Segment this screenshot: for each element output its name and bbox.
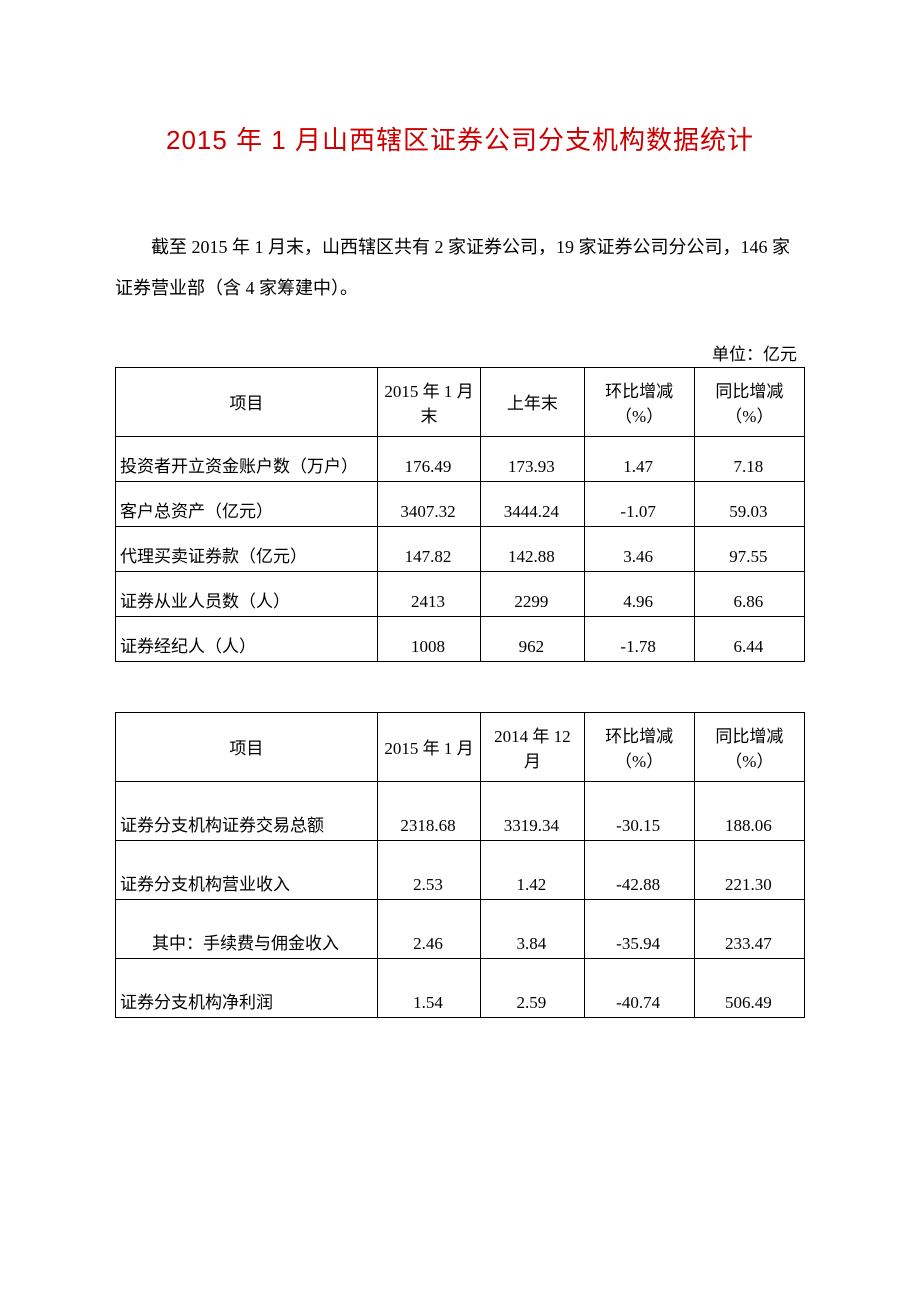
th-col4: 同比增减（%） [694, 712, 804, 781]
table-row: 证券经纪人（人）1008962-1.786.44 [116, 616, 805, 661]
cell-v4: 97.55 [694, 526, 804, 571]
row-label: 证券分支机构营业收入 [116, 840, 378, 899]
cell-v3: -30.15 [584, 781, 694, 840]
cell-v3: -1.07 [584, 481, 694, 526]
cell-v2: 2299 [481, 571, 584, 616]
cell-v4: 188.06 [694, 781, 804, 840]
th-col2: 2014 年 12 月 [481, 712, 584, 781]
cell-v2: 2.59 [481, 958, 584, 1017]
cell-v1: 2318.68 [377, 781, 480, 840]
cell-v4: 221.30 [694, 840, 804, 899]
th-col4: 同比增减（%） [694, 367, 804, 436]
table-row: 客户总资产（亿元）3407.323444.24-1.0759.03 [116, 481, 805, 526]
th-col1: 2015 年 1 月 [377, 712, 480, 781]
row-label: 代理买卖证券款（亿元） [116, 526, 378, 571]
table-balance: 项目 2015 年 1 月末 上年末 环比增减（%） 同比增减（%） 投资者开立… [115, 367, 805, 662]
cell-v1: 176.49 [377, 436, 480, 481]
cell-v4: 233.47 [694, 899, 804, 958]
cell-v2: 3319.34 [481, 781, 584, 840]
row-label: 证券分支机构证券交易总额 [116, 781, 378, 840]
table1-body: 投资者开立资金账户数（万户）176.49173.931.477.18客户总资产（… [116, 436, 805, 661]
cell-v2: 173.93 [481, 436, 584, 481]
intro-paragraph: 截至 2015 年 1 月末，山西辖区共有 2 家证券公司，19 家证券公司分公… [115, 227, 805, 310]
table-row: 投资者开立资金账户数（万户）176.49173.931.477.18 [116, 436, 805, 481]
row-label: 证券经纪人（人） [116, 616, 378, 661]
cell-v1: 2.46 [377, 899, 480, 958]
table-row: 证券分支机构证券交易总额2318.683319.34-30.15188.06 [116, 781, 805, 840]
row-label: 证券从业人员数（人） [116, 571, 378, 616]
cell-v3: 3.46 [584, 526, 694, 571]
th-col3: 环比增减（%） [584, 712, 694, 781]
cell-v4: 59.03 [694, 481, 804, 526]
cell-v1: 1.54 [377, 958, 480, 1017]
page-title: 2015 年 1 月山西辖区证券公司分支机构数据统计 [115, 120, 805, 157]
th-col3: 环比增减（%） [584, 367, 694, 436]
cell-v3: 4.96 [584, 571, 694, 616]
row-label: 投资者开立资金账户数（万户） [116, 436, 378, 481]
cell-v3: -42.88 [584, 840, 694, 899]
row-label: 证券分支机构净利润 [116, 958, 378, 1017]
table-row: 证券分支机构净利润1.542.59-40.74506.49 [116, 958, 805, 1017]
cell-v1: 147.82 [377, 526, 480, 571]
table-row: 代理买卖证券款（亿元）147.82142.883.4697.55 [116, 526, 805, 571]
table-header-row: 项目 2015 年 1 月 2014 年 12 月 环比增减（%） 同比增减（%… [116, 712, 805, 781]
cell-v3: -1.78 [584, 616, 694, 661]
table-header-row: 项目 2015 年 1 月末 上年末 环比增减（%） 同比增减（%） [116, 367, 805, 436]
cell-v4: 7.18 [694, 436, 804, 481]
unit-label: 单位：亿元 [115, 340, 805, 365]
table-row: 证券分支机构营业收入2.531.42-42.88221.30 [116, 840, 805, 899]
cell-v3: -40.74 [584, 958, 694, 1017]
cell-v1: 2413 [377, 571, 480, 616]
cell-v2: 962 [481, 616, 584, 661]
table2-body: 证券分支机构证券交易总额2318.683319.34-30.15188.06证券… [116, 781, 805, 1017]
cell-v4: 506.49 [694, 958, 804, 1017]
page: 2015 年 1 月山西辖区证券公司分支机构数据统计 截至 2015 年 1 月… [0, 0, 920, 1301]
cell-v1: 2.53 [377, 840, 480, 899]
table-row: 其中：手续费与佣金收入2.463.84-35.94233.47 [116, 899, 805, 958]
table-row: 证券从业人员数（人）241322994.966.86 [116, 571, 805, 616]
cell-v2: 142.88 [481, 526, 584, 571]
th-item: 项目 [116, 367, 378, 436]
row-label: 客户总资产（亿元） [116, 481, 378, 526]
cell-v1: 1008 [377, 616, 480, 661]
cell-v4: 6.86 [694, 571, 804, 616]
th-item: 项目 [116, 712, 378, 781]
cell-v3: 1.47 [584, 436, 694, 481]
cell-v4: 6.44 [694, 616, 804, 661]
th-col2: 上年末 [481, 367, 584, 436]
cell-v1: 3407.32 [377, 481, 480, 526]
cell-v2: 3444.24 [481, 481, 584, 526]
cell-v2: 1.42 [481, 840, 584, 899]
th-col1: 2015 年 1 月末 [377, 367, 480, 436]
table-flow: 项目 2015 年 1 月 2014 年 12 月 环比增减（%） 同比增减（%… [115, 712, 805, 1018]
cell-v2: 3.84 [481, 899, 584, 958]
row-label: 其中：手续费与佣金收入 [116, 899, 378, 958]
cell-v3: -35.94 [584, 899, 694, 958]
